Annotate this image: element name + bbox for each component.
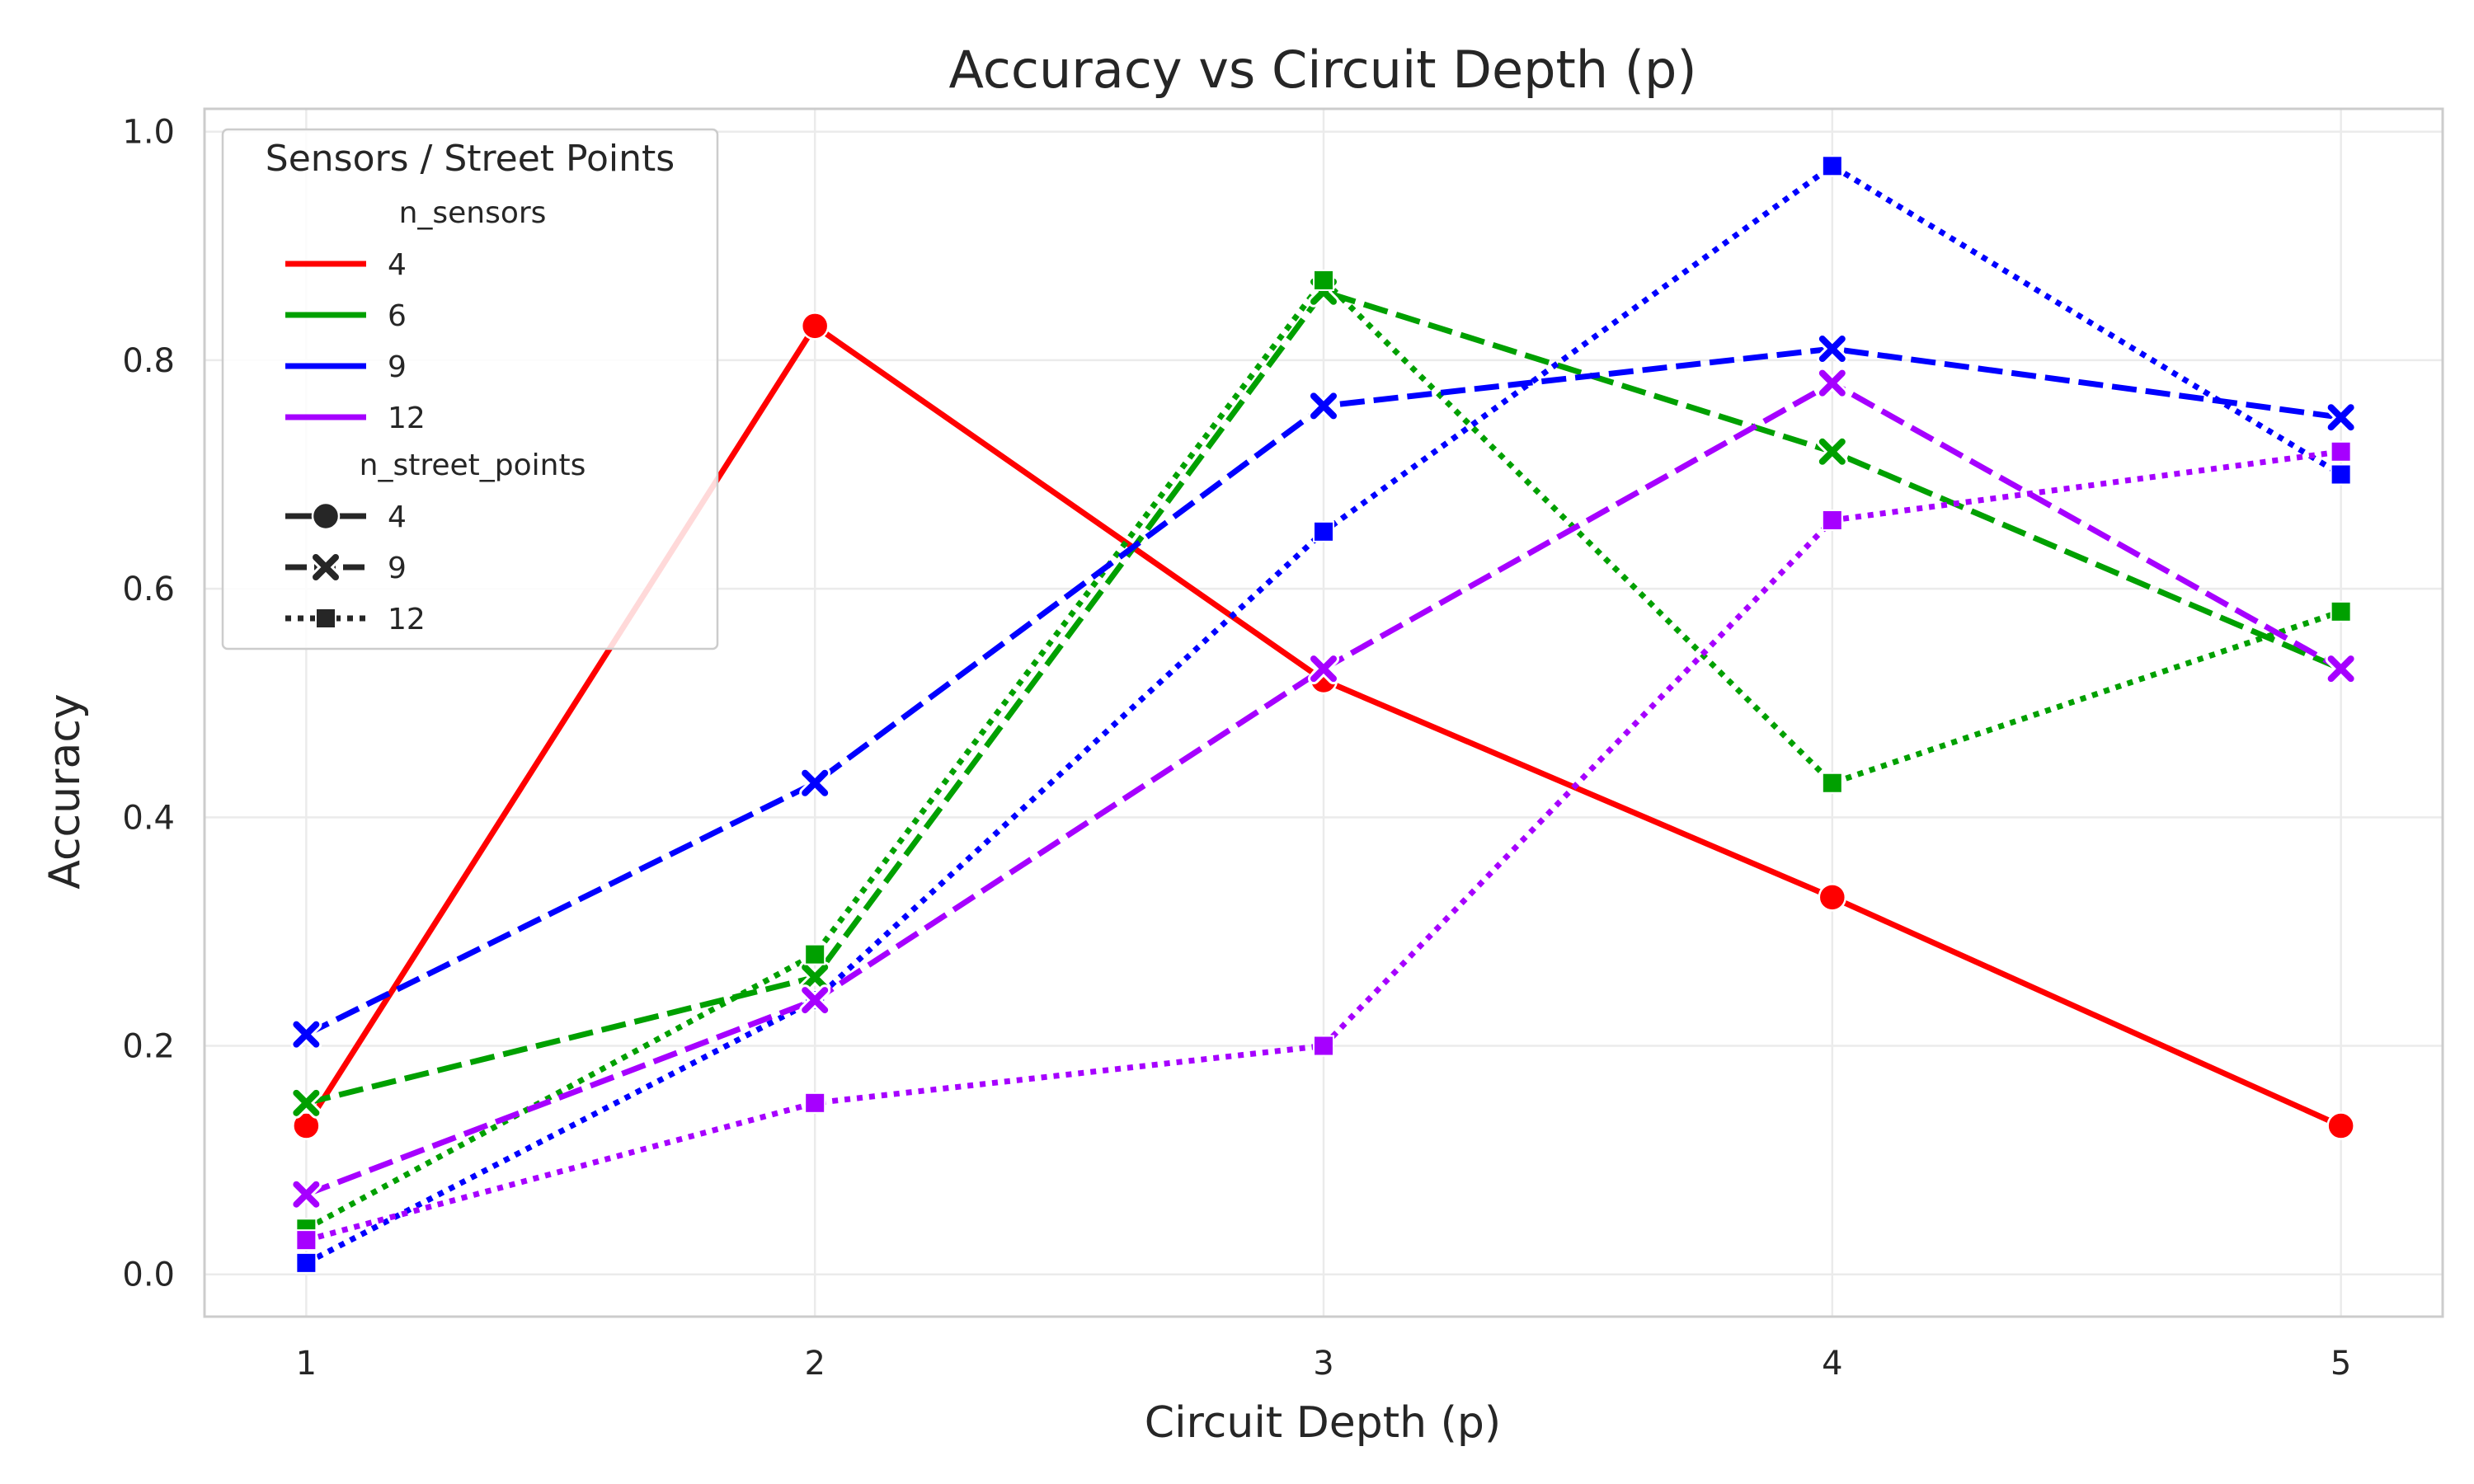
legend-marker <box>313 554 339 580</box>
data-point <box>1818 336 1846 363</box>
data-point <box>295 1252 317 1274</box>
data-point <box>1818 883 1847 912</box>
series-layer <box>290 155 2357 1274</box>
legend-marker <box>311 501 341 531</box>
legend-hue-title: n_sensors <box>399 196 547 230</box>
data-point <box>1313 269 1334 291</box>
data-point <box>1310 655 1337 683</box>
series-markers-6-12 <box>295 269 2352 1240</box>
y-tick-label: 0.0 <box>122 1256 175 1294</box>
data-point <box>293 1181 320 1208</box>
series-line <box>305 448 2342 1243</box>
data-point <box>1818 369 1846 397</box>
chart-title: Accuracy vs Circuit Depth (p) <box>948 40 1696 100</box>
series-line <box>305 289 2343 1106</box>
x-tick-label: 3 <box>1313 1345 1333 1383</box>
data-point <box>802 769 829 796</box>
data-point <box>1310 392 1337 420</box>
legend: Sensors / Street Points n_sensors46912n_… <box>221 128 719 650</box>
data-point <box>292 1111 321 1140</box>
data-point <box>804 1092 826 1114</box>
legend-style-title: n_street_points <box>360 448 586 482</box>
data-point <box>1821 509 1843 531</box>
legend-label: 6 <box>388 299 407 333</box>
series-markers-9-9 <box>290 333 2357 1050</box>
series-markers-12-12 <box>295 440 2352 1252</box>
y-tick-label: 0.2 <box>122 1028 175 1066</box>
legend-items: n_sensors 4 6 9 12 n_street_points 4 9 12 <box>285 196 586 636</box>
y-tick-label: 0.4 <box>122 799 175 837</box>
data-point <box>1821 155 1843 177</box>
x-axis-label: Circuit Depth (p) <box>1145 1398 1501 1448</box>
legend-marker <box>315 608 336 629</box>
data-point <box>2326 1111 2355 1140</box>
data-point <box>295 1229 317 1252</box>
data-point <box>1313 1035 1334 1057</box>
data-point <box>2330 463 2352 486</box>
legend-label: 9 <box>388 552 407 585</box>
legend-label: 12 <box>388 603 426 636</box>
series-markers-4-4 <box>292 312 2355 1140</box>
data-point <box>293 1021 320 1048</box>
data-point <box>800 312 830 340</box>
series-sensors-6-points-9 <box>305 289 2343 1106</box>
y-tick-label: 1.0 <box>122 114 175 152</box>
data-point <box>804 943 826 965</box>
ticks: 1 2 3 4 50.00.20.40.60.81.0 <box>122 114 2351 1383</box>
y-tick-label: 0.6 <box>122 571 175 608</box>
data-point <box>2327 404 2354 431</box>
data-point <box>293 1089 320 1116</box>
data-point <box>1313 520 1334 542</box>
legend-label: 12 <box>388 402 426 435</box>
y-axis-label: Accuracy <box>40 693 90 889</box>
series-markers-12-9 <box>290 367 2357 1210</box>
x-tick-label: 1 <box>296 1345 317 1383</box>
data-point <box>802 987 829 1014</box>
y-tick-label: 0.8 <box>122 342 175 380</box>
data-point <box>2327 655 2354 683</box>
data-point <box>802 964 829 991</box>
plot-frame <box>203 107 2444 1318</box>
x-tick-label: 4 <box>1822 1345 1842 1383</box>
x-tick-label: 2 <box>804 1345 825 1383</box>
data-point <box>2330 600 2352 622</box>
data-point <box>1818 438 1846 465</box>
data-point <box>2330 440 2352 463</box>
legend-label: 4 <box>388 248 407 282</box>
data-point <box>1821 772 1843 794</box>
x-tick-label: 5 <box>2331 1345 2351 1383</box>
legend-label: 4 <box>388 500 407 534</box>
legend-title: Sensors / Street Points <box>266 138 675 180</box>
legend-label: 9 <box>388 350 407 384</box>
series-sensors-12-points-12 <box>305 448 2342 1243</box>
